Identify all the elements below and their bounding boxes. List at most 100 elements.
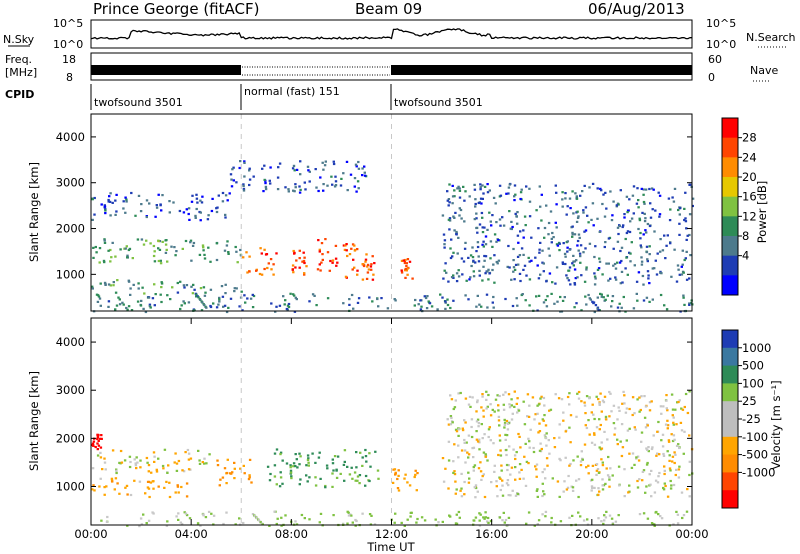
echo-cell: [484, 511, 487, 514]
echo-cell: [166, 520, 169, 523]
echo-cell: [155, 468, 158, 471]
echo-cell: [183, 511, 186, 514]
echo-cell: [516, 234, 520, 237]
echo-cell: [125, 306, 128, 310]
echo-cell: [648, 401, 652, 404]
echo-cell: [251, 306, 255, 309]
echo-cell: [124, 486, 127, 489]
station-title: Prince George (fitACF): [93, 0, 259, 18]
colorbar-swatch: [722, 236, 738, 257]
echo-cell: [643, 220, 647, 223]
echo-cell: [528, 215, 532, 218]
echo-cell: [270, 302, 273, 305]
echo-cell: [235, 287, 238, 290]
echo-cell: [118, 461, 121, 464]
echo-cell: [252, 175, 255, 178]
echo-cell: [542, 301, 546, 304]
echo-cell: [154, 293, 157, 296]
echo-cell: [139, 459, 142, 462]
echo-cell: [482, 265, 485, 268]
echo-cell: [292, 164, 296, 167]
echo-cell: [109, 192, 112, 195]
echo-cell: [261, 167, 264, 170]
echo-cell: [537, 294, 541, 297]
echo-cell: [577, 495, 580, 499]
echo-cell: [688, 233, 691, 237]
echo-cell: [449, 247, 452, 250]
echo-cell: [543, 414, 546, 417]
echo-cell: [318, 263, 321, 266]
echo-cell: [481, 475, 484, 478]
colorbar-swatch: [722, 330, 738, 349]
echo-cell: [489, 220, 492, 223]
echo-cell: [462, 185, 465, 188]
echo-cell: [501, 494, 505, 497]
echo-cell: [346, 254, 349, 258]
echo-cell: [377, 477, 380, 480]
echo-cell: [192, 241, 196, 245]
echo-cell: [306, 480, 309, 483]
echo-cell: [364, 448, 367, 452]
echo-cell: [617, 514, 620, 517]
echo-cell: [487, 435, 490, 439]
echo-cell: [270, 268, 273, 271]
echo-cell: [669, 487, 673, 490]
echo-cell: [509, 227, 512, 230]
echo-cell: [485, 398, 488, 401]
echo-cell: [225, 244, 229, 247]
echo-cell: [592, 224, 595, 227]
echo-cell: [203, 304, 206, 307]
echo-cell: [348, 298, 351, 301]
echo-cell: [174, 491, 177, 494]
echo-cell: [112, 281, 115, 284]
echo-cell: [503, 426, 506, 429]
echo-cell: [472, 446, 476, 449]
echo-cell: [183, 302, 186, 305]
echo-cell: [165, 248, 168, 251]
echo-cell: [107, 305, 110, 308]
echo-cell: [534, 413, 537, 416]
echo-cell: [481, 184, 484, 187]
echo-cell: [560, 398, 564, 401]
time-x-axis: 00:00 04:00 08:00 12:00 16:00 20:00 00:00: [74, 318, 709, 541]
echo-cell: [595, 463, 599, 466]
echo-cell: [573, 260, 576, 263]
echo-cell: [507, 244, 510, 248]
echo-cell: [660, 412, 663, 415]
echo-cell: [612, 200, 615, 203]
echo-cell: [522, 253, 525, 256]
echo-cell: [522, 477, 525, 480]
echo-cell: [659, 250, 662, 253]
echo-cell: [477, 201, 480, 205]
echo-cell: [553, 437, 556, 440]
echo-cell: [444, 262, 447, 265]
echo-cell: [134, 462, 137, 465]
echo-cell: [468, 195, 471, 198]
echo-cell: [452, 251, 455, 254]
echo-cell: [688, 213, 692, 216]
echo-cell: [200, 309, 204, 312]
echo-cell: [658, 194, 662, 197]
echo-cell: [572, 212, 575, 215]
echo-cell: [505, 453, 508, 457]
echo-cell: [251, 513, 255, 516]
echo-cell: [514, 212, 517, 215]
echo-cell: [645, 447, 648, 450]
echo-cell: [663, 472, 666, 476]
y-tick-label: 3000: [56, 176, 85, 190]
echo-cell: [688, 460, 691, 463]
echo-cell: [648, 187, 651, 191]
echo-cell: [486, 405, 489, 408]
echo-cell: [115, 468, 118, 471]
echo-cell: [488, 189, 491, 192]
echo-cell: [551, 231, 554, 235]
echo-cell: [142, 243, 146, 246]
echo-cell: [145, 239, 148, 242]
echo-cell: [299, 188, 302, 191]
echo-cell: [463, 199, 466, 202]
echo-cell: [478, 274, 481, 277]
echo-cell: [569, 283, 572, 286]
echo-cell: [424, 296, 428, 300]
